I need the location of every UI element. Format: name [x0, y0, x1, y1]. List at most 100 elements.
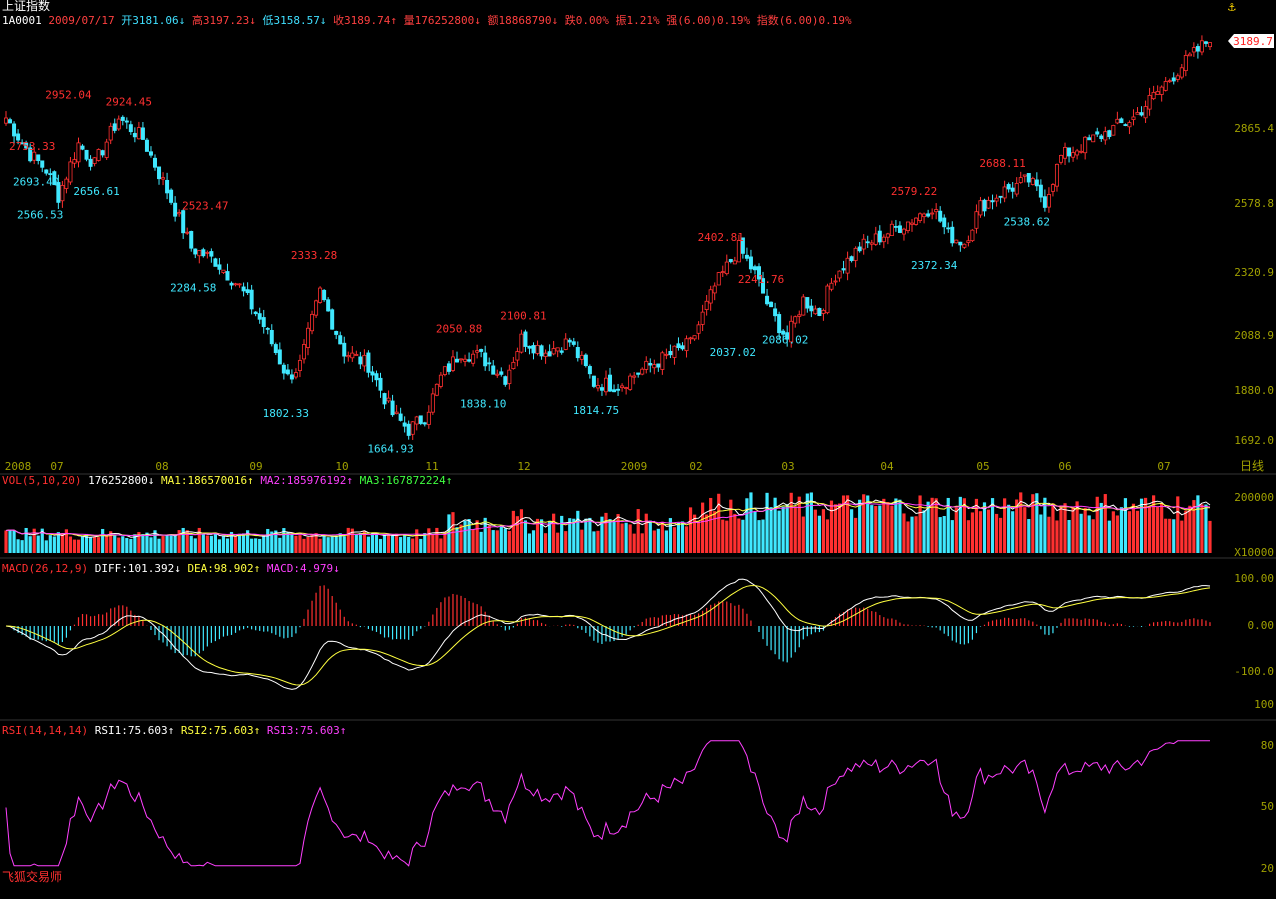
candle	[696, 321, 701, 340]
volume-bar	[258, 538, 262, 553]
candle	[801, 294, 806, 316]
candle	[805, 297, 810, 313]
volume-bar	[797, 496, 801, 553]
volume-bar	[1051, 503, 1055, 553]
candle-body	[217, 264, 222, 270]
candle	[1191, 42, 1196, 57]
candle	[897, 221, 902, 234]
volume-bar	[310, 533, 314, 553]
candle-body	[1127, 122, 1132, 128]
quote-strength: 强(6.00)0.19%	[666, 14, 751, 27]
candle-body	[958, 241, 963, 246]
volume-bar	[48, 535, 52, 553]
candle-body	[809, 305, 814, 312]
rsi-legend-part: RSI1:75.603↑	[95, 724, 181, 737]
candle-body	[1151, 91, 1156, 100]
candle-body	[197, 250, 202, 257]
candle	[1067, 147, 1072, 163]
volume-bar	[1047, 516, 1051, 553]
candle	[24, 140, 29, 150]
candle-body	[644, 360, 649, 370]
volume-bar	[1003, 498, 1007, 553]
candle	[1026, 173, 1031, 188]
volume-bar	[185, 530, 189, 553]
candle	[446, 361, 451, 375]
candle-body	[885, 233, 890, 238]
x-axis-tick-2008: 2008	[5, 460, 32, 473]
candle	[998, 195, 1003, 204]
candle	[56, 174, 61, 209]
security-code: 1A0001	[2, 14, 42, 27]
volume-bar	[729, 499, 733, 553]
candle	[966, 235, 971, 247]
candle	[12, 121, 17, 144]
candle-body	[591, 375, 596, 387]
candle-body	[873, 233, 878, 245]
volume-bar	[684, 526, 689, 553]
candle-body	[761, 278, 766, 294]
candle-body	[986, 200, 991, 209]
candle	[370, 365, 375, 383]
anchor-icon[interactable]: ⚓	[1228, 0, 1236, 15]
candle-body	[80, 145, 85, 150]
volume-bar	[922, 510, 926, 553]
candle	[680, 342, 685, 351]
volume-bar	[1095, 496, 1099, 553]
volume-bar	[600, 516, 604, 553]
candle	[1111, 124, 1116, 136]
candle-body	[402, 422, 407, 427]
candle-body	[1147, 95, 1152, 110]
volume-bar	[487, 525, 491, 553]
volume-bar	[93, 536, 97, 553]
candle	[837, 270, 842, 282]
macd-histogram	[9, 585, 1211, 663]
candle	[410, 421, 415, 441]
candle-body	[1083, 136, 1088, 154]
candle	[249, 284, 254, 315]
candle	[52, 170, 57, 186]
volume-bar	[471, 529, 475, 553]
candle-body	[64, 178, 69, 189]
volume-bar	[221, 536, 226, 553]
volume-bar	[1059, 505, 1063, 553]
volume-bars	[4, 492, 1212, 553]
candle-body	[374, 373, 379, 381]
candle-body	[1091, 134, 1096, 143]
candle	[1002, 180, 1007, 203]
candle	[438, 372, 443, 389]
volume-bar	[1087, 515, 1091, 553]
candle	[116, 115, 121, 131]
volume-bar	[825, 519, 830, 553]
candle	[1203, 40, 1208, 47]
price-annotation-2579.22: 2579.22	[891, 185, 937, 198]
volume-bar	[1119, 507, 1123, 553]
macd-axis-tick-100.00: 100.00	[1234, 572, 1274, 585]
candle	[1171, 72, 1176, 85]
candle-body	[36, 154, 41, 162]
candle	[132, 127, 137, 143]
volume-bar	[725, 520, 729, 553]
candle-body	[293, 372, 298, 378]
candle-body	[680, 345, 685, 350]
volume-bar	[616, 514, 620, 553]
volume-bar	[966, 520, 970, 553]
candle	[406, 420, 411, 440]
candle-body	[358, 356, 363, 365]
volume-bar	[1139, 498, 1144, 553]
candle	[334, 330, 339, 340]
candle-body	[193, 248, 198, 255]
candle-body	[539, 345, 544, 357]
candle-body	[712, 285, 717, 294]
candle	[885, 232, 890, 245]
volume-bar	[117, 537, 121, 553]
volume-bar	[898, 499, 902, 553]
candle-body	[938, 210, 943, 222]
candle-body	[1207, 42, 1212, 48]
volume-bar	[527, 533, 532, 553]
volume-bar	[612, 521, 616, 553]
volume-bar	[620, 523, 624, 553]
candle	[926, 209, 931, 218]
candle	[684, 335, 689, 358]
x-axis-tick-03: 03	[781, 460, 794, 473]
